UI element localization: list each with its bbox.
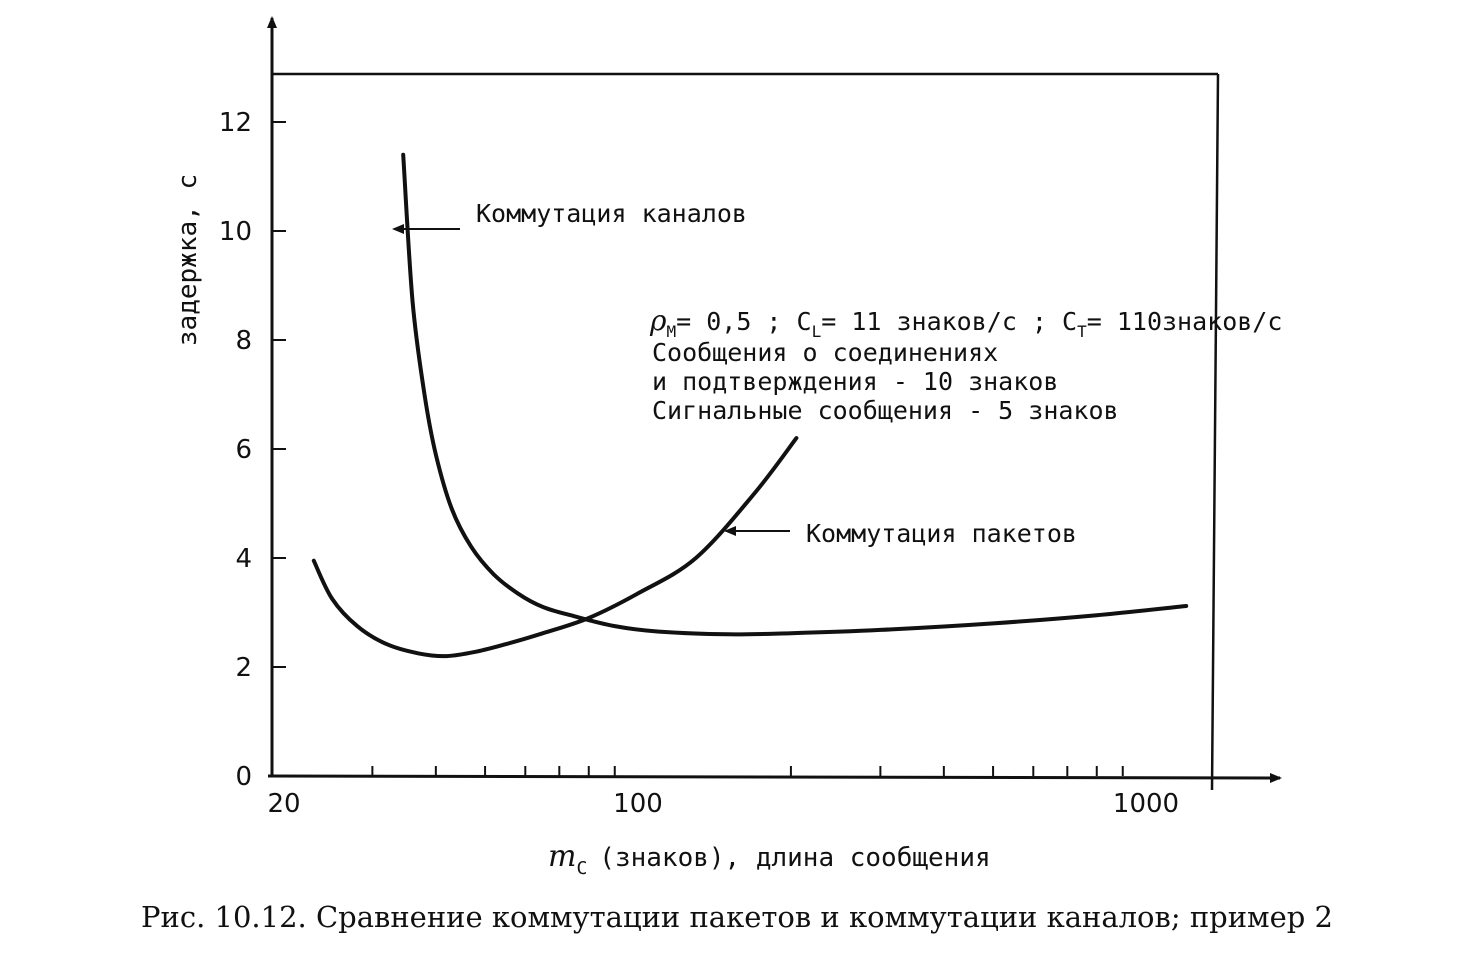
y-ticks: 0 2 4 6 8 10 12 bbox=[219, 108, 286, 792]
annotation-line2: Сообщения о соединениях bbox=[652, 338, 998, 367]
series-line-packet-switching bbox=[311, 436, 799, 659]
x-axis bbox=[267, 772, 1282, 783]
y-axis-label: задержка, с bbox=[173, 174, 203, 346]
params-rho-sub: M bbox=[666, 322, 676, 341]
annotation-packet: Коммутация пакетов bbox=[806, 519, 1077, 548]
annotation-params: ρM= 0,5 ; CL= 11 знаков/с ; CT= 110знако… bbox=[649, 304, 1282, 341]
params-part1: = 0,5 ; C bbox=[676, 307, 811, 336]
x-ticks: 20 100 1000 bbox=[267, 766, 1179, 819]
params-cl-sub: L bbox=[812, 322, 822, 341]
y-tick-label: 6 bbox=[235, 435, 252, 465]
frame-right bbox=[1210, 73, 1220, 791]
y-tick-label: 10 bbox=[219, 217, 252, 247]
x-axis-label-symbol: m bbox=[548, 839, 576, 874]
x-axis-label-text: (знаков), длина сообщения bbox=[599, 843, 990, 873]
params-part3: = 110знаков/с bbox=[1087, 307, 1283, 336]
y-tick-label: 12 bbox=[219, 108, 252, 138]
annotation-channel: Коммутация каналов bbox=[476, 199, 747, 228]
y-tick-label: 0 bbox=[235, 762, 252, 792]
x-axis-label-subscript: C bbox=[576, 858, 587, 879]
params-ct-sub: T bbox=[1077, 322, 1087, 341]
figure-caption: Рис. 10.12. Сравнение коммутации пакетов… bbox=[0, 900, 1474, 934]
series-line-channel-switching bbox=[401, 152, 1189, 637]
x-tick-label: 20 bbox=[267, 789, 300, 819]
params-rho: ρ bbox=[649, 304, 667, 337]
y-tick-label: 8 bbox=[235, 326, 252, 356]
y-tick-label: 4 bbox=[235, 544, 252, 574]
annotation-line4: Сигнальные сообщения - 5 знаков bbox=[652, 396, 1119, 425]
params-part2: = 11 знаков/с ; C bbox=[821, 307, 1077, 336]
x-tick-label: 1000 bbox=[1113, 789, 1179, 819]
series-layer bbox=[311, 152, 1189, 659]
x-axis-label: mC (знаков), длина сообщения bbox=[548, 839, 991, 879]
x-tick-label: 100 bbox=[613, 789, 663, 819]
y-tick-label: 2 bbox=[235, 653, 252, 683]
figure-caption-text: Рис. 10.12. Сравнение коммутации пакетов… bbox=[140, 900, 1334, 934]
annotation-line3: и подтверждения - 10 знаков bbox=[652, 367, 1058, 396]
